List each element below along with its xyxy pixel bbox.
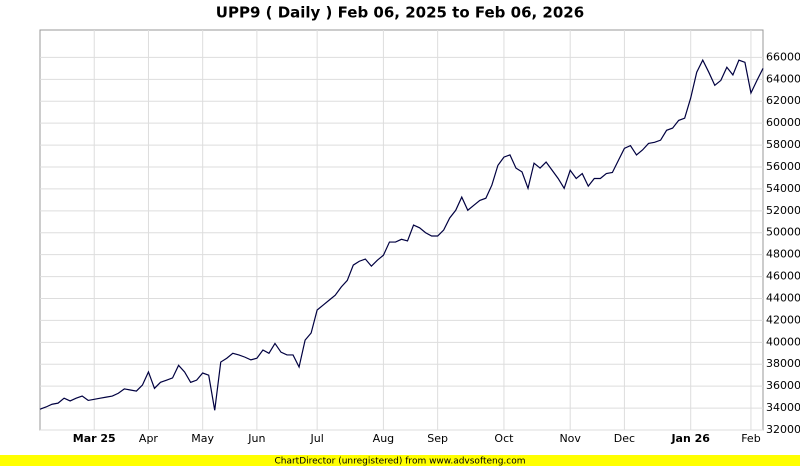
x-tick-label: Sep: [427, 432, 448, 445]
x-tick-label: May: [191, 432, 214, 445]
y-tick-label: 44000: [766, 291, 800, 304]
y-tick-label: 50000: [766, 226, 800, 239]
y-tick-label: 48000: [766, 248, 800, 261]
x-tick-label: Mar 25: [73, 432, 116, 445]
x-tick-label: Aug: [373, 432, 394, 445]
y-tick-label: 66000: [766, 50, 800, 63]
footer-bar: [0, 455, 800, 466]
x-tick-label: Feb: [741, 432, 760, 445]
chart-title: UPP9 ( Daily ) Feb 06, 2025 to Feb 06, 2…: [216, 4, 584, 22]
y-tick-label: 34000: [766, 401, 800, 414]
x-tick-label: Dec: [614, 432, 635, 445]
x-tick-label: Apr: [139, 432, 159, 445]
y-tick-label: 58000: [766, 138, 800, 151]
plot-area: [39, 29, 764, 431]
footer: ChartDirector (unregistered) from www.ad…: [274, 457, 525, 466]
y-tick-label: 60000: [766, 116, 800, 129]
y-tick-label: 64000: [766, 72, 800, 85]
y-tick-label: 46000: [766, 270, 800, 283]
y-tick-label: 38000: [766, 357, 800, 370]
y-tick-label: 52000: [766, 204, 800, 217]
x-tick-label: Jul: [310, 432, 324, 445]
x-tick-label: Nov: [559, 432, 581, 445]
y-tick-label: 40000: [766, 335, 800, 348]
y-tick-label: 32000: [766, 423, 800, 436]
y-tick-label: 54000: [766, 182, 800, 195]
x-tick-label: Jun: [247, 432, 265, 445]
y-tick-label: 62000: [766, 94, 800, 107]
y-tick-label: 36000: [766, 379, 800, 392]
y-tick-label: 42000: [766, 313, 800, 326]
x-tick-label: Jan 26: [670, 432, 710, 445]
price-line: [39, 58, 764, 411]
y-tick-label: 56000: [766, 160, 800, 173]
x-tick-label: Oct: [494, 432, 514, 445]
